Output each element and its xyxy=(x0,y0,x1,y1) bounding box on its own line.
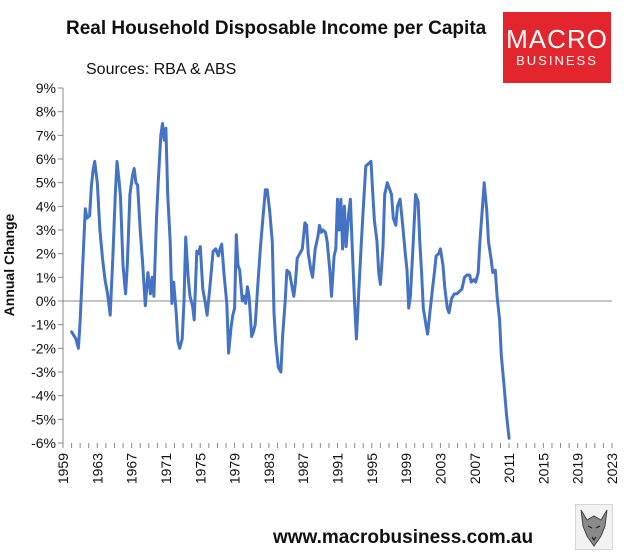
x-tick-label: 2007 xyxy=(467,453,483,484)
series-line xyxy=(70,122,511,440)
y-tick-label: 5% xyxy=(36,175,56,191)
y-tick-label: 2% xyxy=(36,246,56,262)
x-tick-label: 1995 xyxy=(364,453,380,484)
chart-title: Real Household Disposable Income per Cap… xyxy=(66,18,487,39)
x-tick-label: 1971 xyxy=(158,453,174,484)
x-tick-label: 1991 xyxy=(330,453,346,484)
x-tick-label: 1963 xyxy=(89,453,105,484)
x-tick-label: 1987 xyxy=(295,453,311,484)
x-tick-label: 2023 xyxy=(604,453,620,484)
x-tick-label: 1975 xyxy=(192,453,208,484)
logo-line-2: BUSINESS xyxy=(516,53,598,68)
x-tick-label: 1959 xyxy=(55,453,71,484)
x-tick-label: 2003 xyxy=(432,453,448,484)
y-tick-label: -3% xyxy=(31,364,56,380)
y-tick-label: -4% xyxy=(31,388,56,404)
y-tick-label: 4% xyxy=(36,198,56,214)
chart-subtitle: Sources: RBA & ABS xyxy=(86,61,237,78)
y-tick-label: -1% xyxy=(31,317,56,333)
x-tick-label: 1983 xyxy=(261,453,277,484)
macrobusiness-logo: MACRO BUSINESS xyxy=(503,12,611,83)
y-tick-label: -2% xyxy=(31,340,56,356)
y-tick-label: 6% xyxy=(36,151,56,167)
x-tick-label: 1999 xyxy=(398,453,414,484)
x-tick-label: 2015 xyxy=(535,453,551,484)
footer-url: www.macrobusiness.com.au xyxy=(273,527,534,548)
x-tick-label: 2019 xyxy=(570,453,586,484)
y-tick-label: -5% xyxy=(31,411,56,427)
y-tick-label: 8% xyxy=(36,104,56,120)
y-tick-label: 0% xyxy=(36,293,56,309)
x-tick-label: 1967 xyxy=(124,453,140,484)
logo-line-1: MACRO xyxy=(506,24,608,54)
y-tick-label: 1% xyxy=(36,269,56,285)
y-axis-label: Annual Change xyxy=(1,213,17,316)
y-tick-label: 9% xyxy=(36,80,56,96)
x-tick-label: 1979 xyxy=(227,453,243,484)
y-tick-label: -6% xyxy=(31,435,56,451)
wolf-icon xyxy=(575,504,613,550)
x-tick-label: 2011 xyxy=(501,453,517,483)
y-tick-label: 7% xyxy=(36,127,56,143)
y-tick-label: 3% xyxy=(36,222,56,238)
